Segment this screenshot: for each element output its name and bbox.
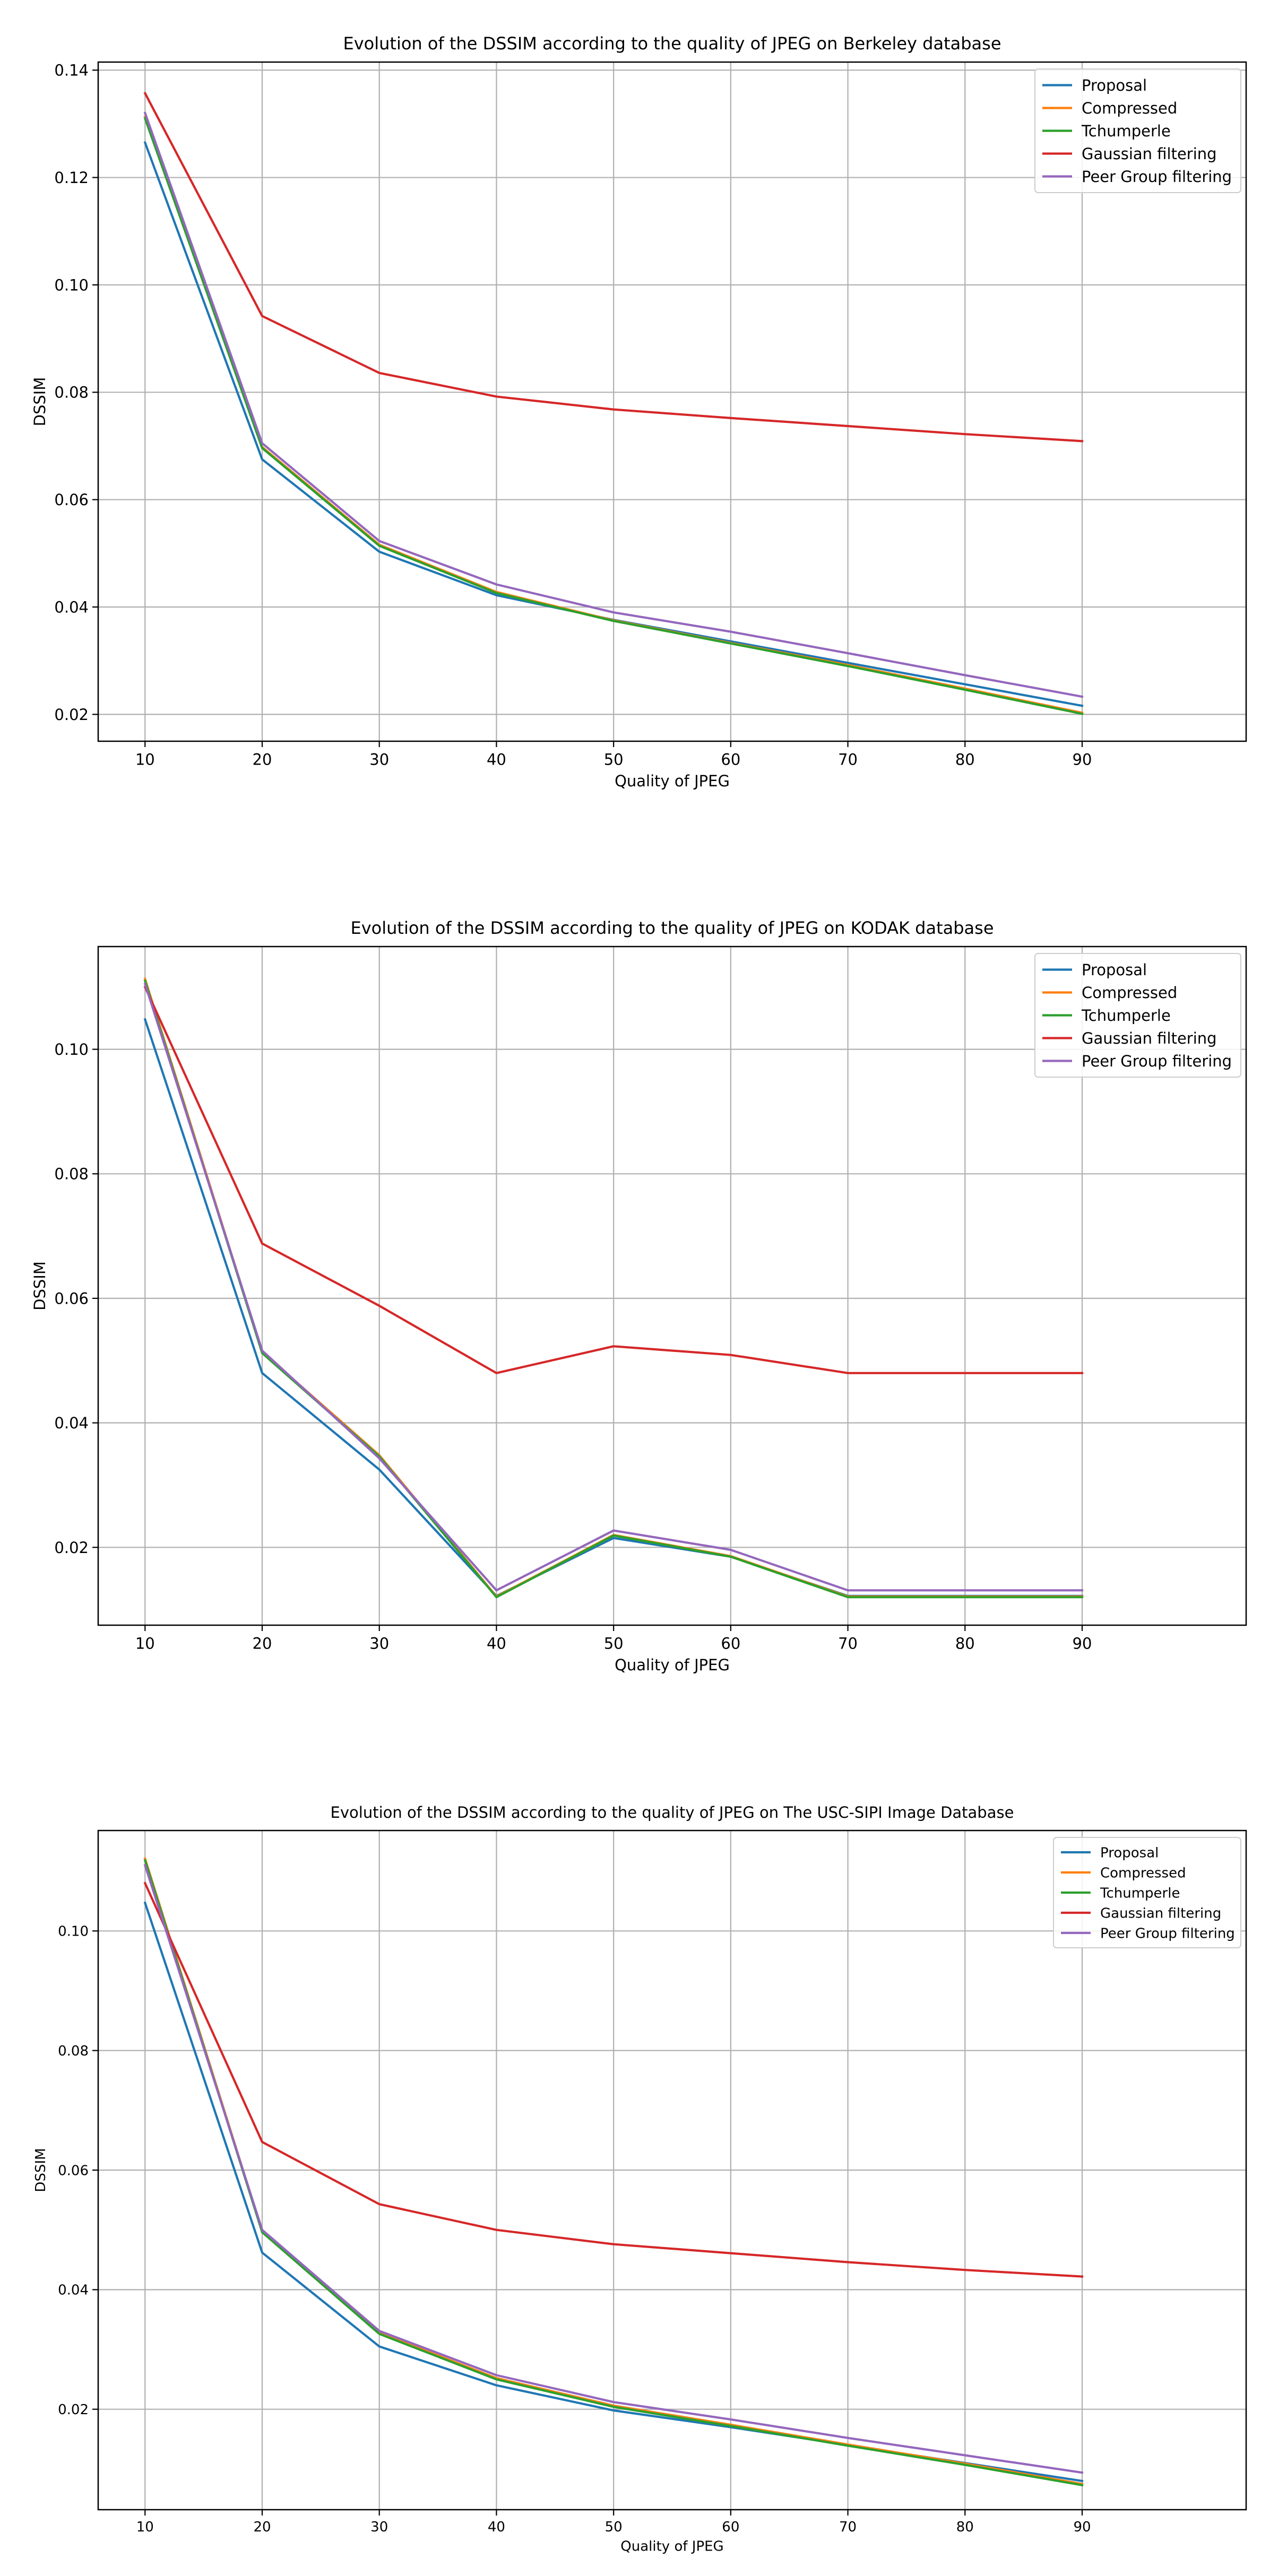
- x-tick-label: 20: [253, 750, 272, 768]
- x-tick-label: 10: [136, 2519, 154, 2535]
- y-axis-label: DSSIM: [31, 377, 49, 427]
- x-tick-label: 20: [253, 1634, 272, 1652]
- x-tick-label: 10: [135, 750, 155, 768]
- x-tick-label: 90: [1073, 1634, 1092, 1652]
- x-tick-label: 40: [487, 750, 506, 768]
- legend-label: Peer Group filtering: [1100, 1926, 1235, 1941]
- x-axis-label: Quality of JPEG: [615, 772, 730, 790]
- series-line-tchumperle: [143, 1859, 1084, 2487]
- y-tick-label: 0.14: [54, 62, 89, 80]
- legend-label: Tchumperle: [1100, 1885, 1180, 1901]
- y-tick-label: 0.04: [54, 1414, 89, 1432]
- legend-label: Compressed: [1082, 984, 1177, 1002]
- x-tick-label: 80: [955, 750, 975, 768]
- legend-label: Compressed: [1082, 99, 1177, 117]
- x-tick-label: 70: [838, 1634, 858, 1652]
- x-axis-label: Quality of JPEG: [620, 2538, 723, 2554]
- series-line-gaussian-filtering: [143, 91, 1084, 443]
- legend-label: Peer Group filtering: [1082, 1052, 1232, 1070]
- y-axis-label: DSSIM: [31, 1261, 49, 1311]
- y-tick-label: 0.08: [54, 1165, 89, 1183]
- legend-label: Gaussian filtering: [1100, 1905, 1221, 1921]
- legend-label: Tchumperle: [1081, 1007, 1171, 1025]
- y-axis-label: DSSIM: [33, 2148, 49, 2192]
- y-tick-label: 0.06: [54, 491, 89, 509]
- x-axis-label: Quality of JPEG: [615, 1656, 730, 1674]
- y-tick-label: 0.10: [58, 1924, 89, 1940]
- chart-title: Evolution of the DSSIM according to the …: [331, 1803, 1014, 1822]
- x-tick-label: 50: [604, 750, 624, 768]
- x-tick-label: 30: [369, 1634, 389, 1652]
- y-tick-label: 0.02: [54, 1539, 89, 1557]
- x-tick-label: 70: [839, 2519, 857, 2535]
- y-tick-label: 0.10: [54, 276, 89, 294]
- y-tick-label: 0.08: [54, 384, 89, 402]
- y-tick-label: 0.12: [54, 169, 89, 187]
- x-tick-label: 60: [721, 1634, 740, 1652]
- chart-3: 10 20 30 40 50 60 70 80 90 0.02 0.04 0.06 0.08 0.10 Ev…: [33, 1803, 1247, 2554]
- y-tick-label: 0.06: [58, 2163, 89, 2179]
- legend-label: Gaussian filtering: [1082, 145, 1217, 163]
- series-line-tchumperle: [143, 117, 1084, 715]
- x-tick-label: 70: [838, 750, 858, 768]
- legend-label: Peer Group filtering: [1082, 168, 1232, 186]
- legend-label: Proposal: [1082, 961, 1147, 979]
- legend: Proposal Compressed Tchumperle Gaussian fil…: [1053, 1837, 1241, 1948]
- x-tick-label: 90: [1073, 2519, 1091, 2535]
- series-line-peer-group-filtering: [143, 982, 1084, 1592]
- legend: Proposal Compressed Tchumperle Gaussian fil…: [1034, 953, 1241, 1078]
- x-tick-label: 40: [487, 1634, 506, 1652]
- x-tick-label: 60: [722, 2519, 739, 2535]
- chart-title: Evolution of the DSSIM according to the …: [343, 33, 1001, 54]
- legend-label: Compressed: [1100, 1865, 1186, 1881]
- series-line-gaussian-filtering: [143, 1881, 1084, 2278]
- legend-box: [1053, 1837, 1241, 1948]
- chart-1: 10 20 30 40 50 60 70 80 90 0.02 0.04 0.06 0.08 0.10 0.…: [31, 33, 1247, 790]
- y-tick-label: 0.08: [58, 2043, 89, 2059]
- legend-label: Gaussian filtering: [1082, 1029, 1217, 1047]
- y-tick-label: 0.04: [58, 2283, 89, 2299]
- y-tick-label: 0.02: [54, 706, 89, 724]
- x-tick-label: 20: [253, 2519, 271, 2535]
- x-tick-label: 80: [955, 1634, 975, 1652]
- plot-frame: [97, 946, 1247, 1626]
- x-tick-label: 90: [1073, 750, 1092, 768]
- chart-2: 10 20 30 40 50 60 70 80 90 0.02 0.04 0.06 0.08 0.10 Ev…: [31, 918, 1247, 1674]
- legend: Proposal Compressed Tchumperle Gaussian fil…: [1034, 68, 1241, 193]
- x-tick-label: 60: [721, 750, 740, 768]
- x-tick-label: 40: [488, 2519, 505, 2535]
- series-line-gaussian-filtering: [143, 985, 1084, 1374]
- legend-label: Tchumperle: [1081, 122, 1171, 140]
- legend-box: [1034, 68, 1241, 193]
- y-tick-label: 0.02: [58, 2402, 89, 2418]
- y-tick-label: 0.04: [54, 598, 89, 616]
- x-tick-label: 50: [604, 1634, 624, 1652]
- y-tick-label: 0.06: [54, 1289, 89, 1307]
- legend-label: Proposal: [1082, 76, 1147, 94]
- x-tick-label: 30: [370, 2519, 388, 2535]
- x-tick-label: 30: [369, 750, 389, 768]
- x-tick-label: 10: [135, 1634, 155, 1652]
- plot-frame: [97, 61, 1247, 742]
- legend-label: Proposal: [1100, 1845, 1159, 1861]
- x-tick-label: 80: [956, 2519, 974, 2535]
- x-tick-label: 50: [605, 2519, 623, 2535]
- series-line-peer-group-filtering: [143, 111, 1084, 698]
- chart-title: Evolution of the DSSIM according to the …: [351, 918, 994, 938]
- legend-box: [1034, 953, 1241, 1078]
- y-tick-label: 0.10: [54, 1040, 89, 1059]
- series-line-peer-group-filtering: [143, 1863, 1084, 2474]
